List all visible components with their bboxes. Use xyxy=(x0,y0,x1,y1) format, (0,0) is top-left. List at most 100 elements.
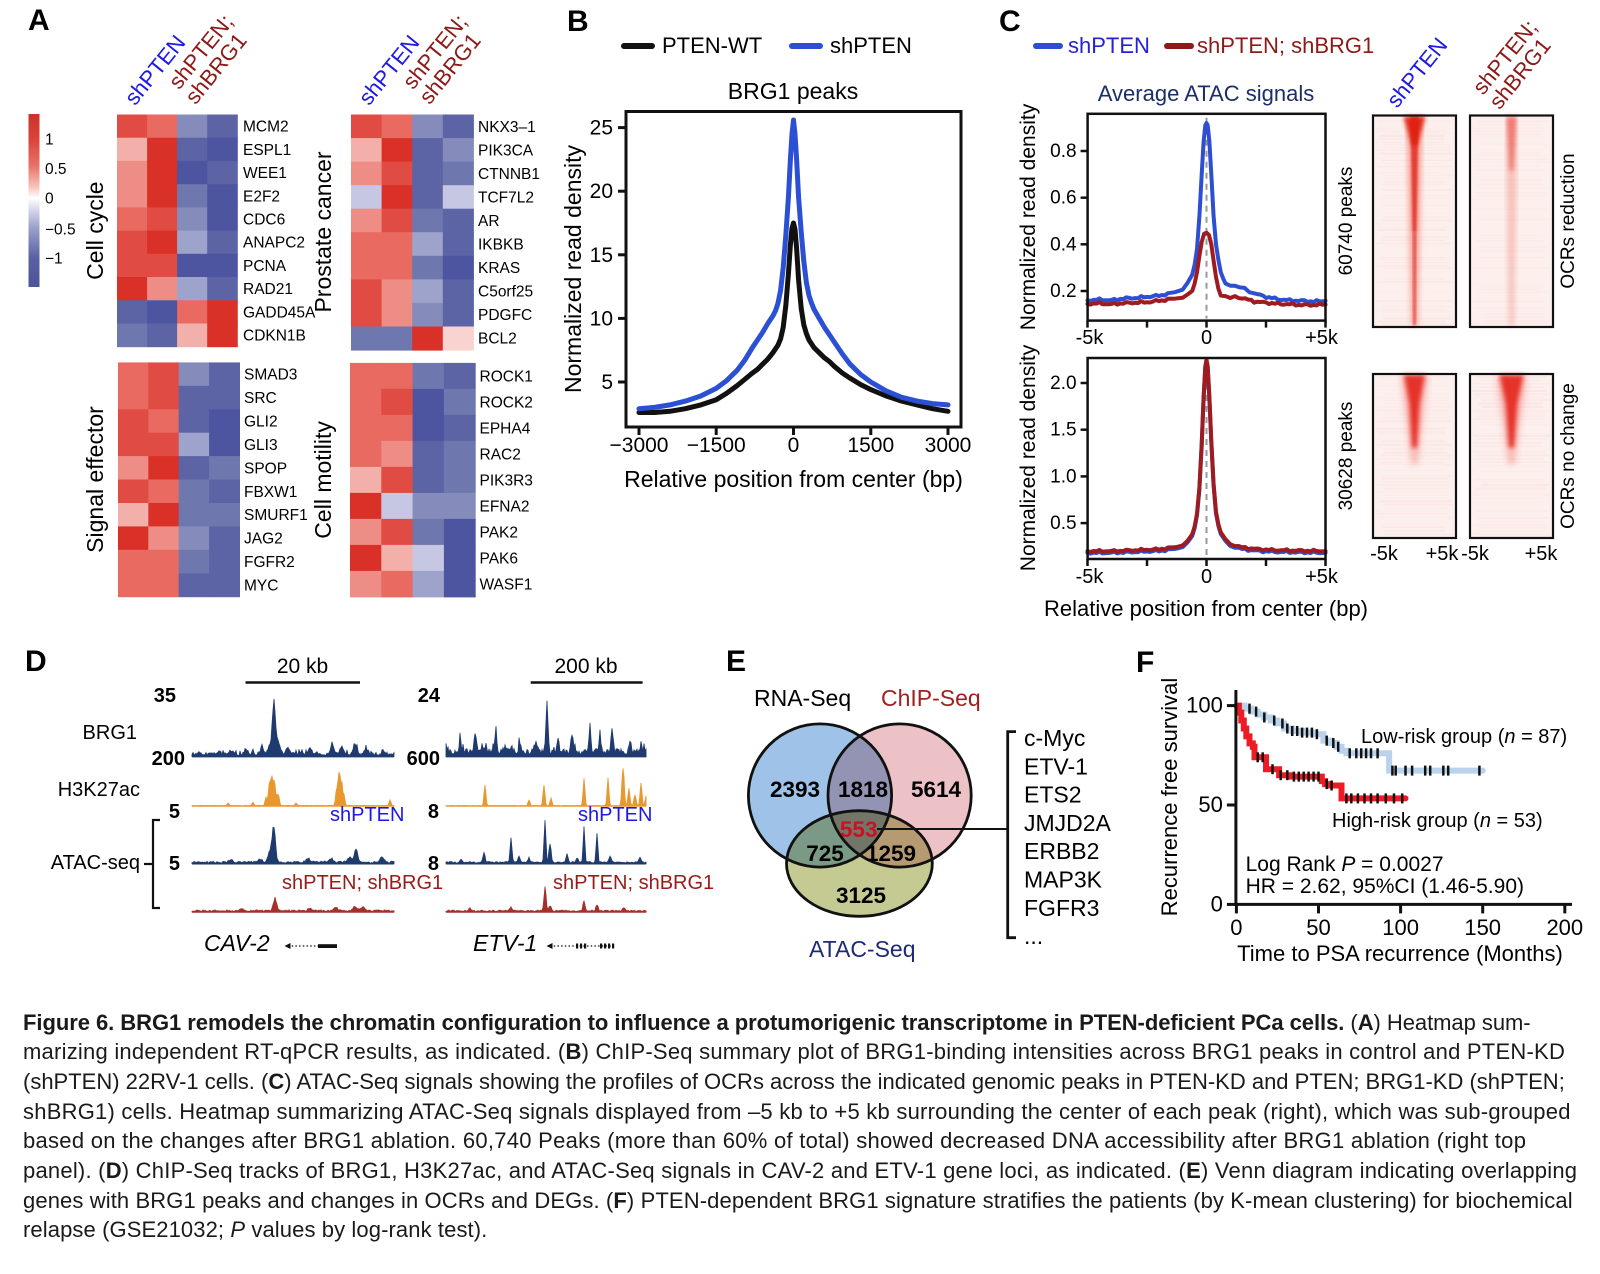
svg-text:600: 600 xyxy=(407,748,440,770)
svg-text:+5k: +5k xyxy=(1305,327,1339,349)
svg-text:10: 10 xyxy=(590,307,613,330)
svg-text:JAG2: JAG2 xyxy=(244,531,283,548)
svg-text:CTNNB1: CTNNB1 xyxy=(478,166,540,183)
svg-text:ANAPC2: ANAPC2 xyxy=(243,235,305,252)
svg-text:-5k: -5k xyxy=(1461,543,1490,565)
svg-text:EFNA2: EFNA2 xyxy=(480,498,530,515)
svg-text:0: 0 xyxy=(1201,566,1212,588)
svg-text:ESPL1: ESPL1 xyxy=(243,142,291,159)
svg-text:Relative position from center: Relative position from center (bp) xyxy=(624,466,963,492)
svg-text:+5k: +5k xyxy=(1525,543,1559,565)
svg-text:25: 25 xyxy=(590,117,613,140)
svg-text:-5k: -5k xyxy=(1076,327,1105,349)
svg-text:CDKN1B: CDKN1B xyxy=(243,328,306,345)
svg-text:20: 20 xyxy=(590,180,613,203)
svg-text:0.6: 0.6 xyxy=(1050,188,1076,209)
svg-text:Normalized read density: Normalized read density xyxy=(1017,103,1040,330)
svg-text:shPTEN: shPTEN xyxy=(1068,33,1150,58)
svg-text:8: 8 xyxy=(428,853,439,875)
svg-text:B: B xyxy=(567,5,589,38)
svg-text:KRAS: KRAS xyxy=(478,260,520,277)
svg-text:0.2: 0.2 xyxy=(1050,281,1076,302)
svg-text:F: F xyxy=(1136,646,1154,679)
svg-text:60740 peaks: 60740 peaks xyxy=(1336,167,1357,276)
svg-text:BRG1: BRG1 xyxy=(83,722,137,744)
svg-text:shPTEN; shBRG1: shPTEN; shBRG1 xyxy=(282,872,443,894)
svg-text:RNA-Seq: RNA-Seq xyxy=(754,685,851,711)
svg-text:c-Myc: c-Myc xyxy=(1024,725,1085,751)
svg-text:shPTEN; shBRG1: shPTEN; shBRG1 xyxy=(1197,33,1374,58)
svg-text:5: 5 xyxy=(169,801,180,823)
svg-text:PTEN-WT: PTEN-WT xyxy=(662,33,762,58)
svg-text:2393: 2393 xyxy=(770,777,820,802)
svg-text:5: 5 xyxy=(601,371,613,394)
svg-text:ChIP-Seq: ChIP-Seq xyxy=(881,685,981,711)
svg-text:0.5: 0.5 xyxy=(1050,513,1076,534)
svg-text:200: 200 xyxy=(152,748,185,770)
svg-text:C5orf25: C5orf25 xyxy=(478,284,533,301)
svg-text:0: 0 xyxy=(1211,891,1223,916)
svg-text:OCRs no change: OCRs no change xyxy=(1558,383,1579,529)
svg-text:0.8: 0.8 xyxy=(1050,141,1076,162)
svg-text:FBXW1: FBXW1 xyxy=(244,484,297,501)
svg-text:PAK6: PAK6 xyxy=(480,550,519,567)
svg-text:725: 725 xyxy=(806,841,844,866)
svg-text:RAC2: RAC2 xyxy=(480,446,521,463)
svg-text:FGFR2: FGFR2 xyxy=(244,554,295,571)
svg-text:2.0: 2.0 xyxy=(1050,373,1076,394)
svg-text:shPTEN; shBRG1: shPTEN; shBRG1 xyxy=(553,872,714,894)
svg-text:ATAC-Seq: ATAC-Seq xyxy=(809,936,916,962)
svg-text:24: 24 xyxy=(418,685,441,707)
svg-text:−1500: −1500 xyxy=(687,434,746,457)
svg-text:35: 35 xyxy=(154,685,176,707)
svg-text:SPOP: SPOP xyxy=(244,460,287,477)
svg-text:NKX3–1: NKX3–1 xyxy=(478,119,536,136)
svg-text:20 kb: 20 kb xyxy=(277,655,328,678)
svg-text:WASF1: WASF1 xyxy=(480,576,533,593)
svg-text:0: 0 xyxy=(45,191,54,208)
svg-text:SMURF1: SMURF1 xyxy=(244,507,308,524)
svg-text:0.5: 0.5 xyxy=(45,161,67,178)
svg-text:8: 8 xyxy=(428,801,439,823)
svg-text:1818: 1818 xyxy=(838,777,888,802)
svg-text:ETV-1: ETV-1 xyxy=(473,930,537,956)
svg-text:BRG1 peaks: BRG1 peaks xyxy=(728,78,858,104)
svg-text:CDC6: CDC6 xyxy=(243,212,285,229)
svg-text:553: 553 xyxy=(840,817,878,842)
svg-text:shPTEN: shPTEN xyxy=(578,804,652,826)
svg-text:shPTEN: shPTEN xyxy=(830,33,912,58)
svg-text:OCRs reduction: OCRs reduction xyxy=(1558,153,1579,288)
svg-text:Time to PSA recurrence (Months: Time to PSA recurrence (Months) xyxy=(1237,941,1563,966)
svg-text:IKBKB: IKBKB xyxy=(478,237,524,254)
svg-text:150: 150 xyxy=(1464,915,1501,940)
svg-text:PDGFC: PDGFC xyxy=(478,307,532,324)
svg-text:D: D xyxy=(25,645,47,678)
svg-text:-5k: -5k xyxy=(1076,566,1105,588)
svg-text:PCNA: PCNA xyxy=(243,258,287,275)
svg-text:GLI3: GLI3 xyxy=(244,437,278,454)
svg-text:RAD21: RAD21 xyxy=(243,281,293,298)
svg-text:MCM2: MCM2 xyxy=(243,119,289,136)
svg-text:BCL2: BCL2 xyxy=(478,331,517,348)
svg-text:EPHA4: EPHA4 xyxy=(480,420,531,437)
svg-text:5614: 5614 xyxy=(911,777,962,802)
svg-text:PIK3CA: PIK3CA xyxy=(478,142,534,159)
svg-text:1.0: 1.0 xyxy=(1050,466,1076,487)
svg-text:Low-risk group (n = 87): Low-risk group (n = 87) xyxy=(1361,726,1567,748)
svg-text:C: C xyxy=(999,5,1021,38)
svg-text:Cell cycle: Cell cycle xyxy=(82,181,108,279)
svg-text:200 kb: 200 kb xyxy=(554,655,617,678)
svg-text:-5k: -5k xyxy=(1370,543,1399,565)
svg-text:E: E xyxy=(726,645,746,678)
svg-text:Normalized read density: Normalized read density xyxy=(560,145,586,394)
svg-text:3000: 3000 xyxy=(925,434,972,457)
svg-text:1259: 1259 xyxy=(866,841,916,866)
svg-text:Normalized read density: Normalized read density xyxy=(1017,344,1040,571)
svg-text:100: 100 xyxy=(1382,915,1419,940)
svg-text:SRC: SRC xyxy=(244,390,277,407)
svg-text:CAV-2: CAV-2 xyxy=(204,930,270,956)
svg-text:shPTEN: shPTEN xyxy=(330,804,404,826)
svg-text:+5k: +5k xyxy=(1305,566,1339,588)
svg-text:50: 50 xyxy=(1306,915,1330,940)
svg-text:SMAD3: SMAD3 xyxy=(244,367,297,384)
